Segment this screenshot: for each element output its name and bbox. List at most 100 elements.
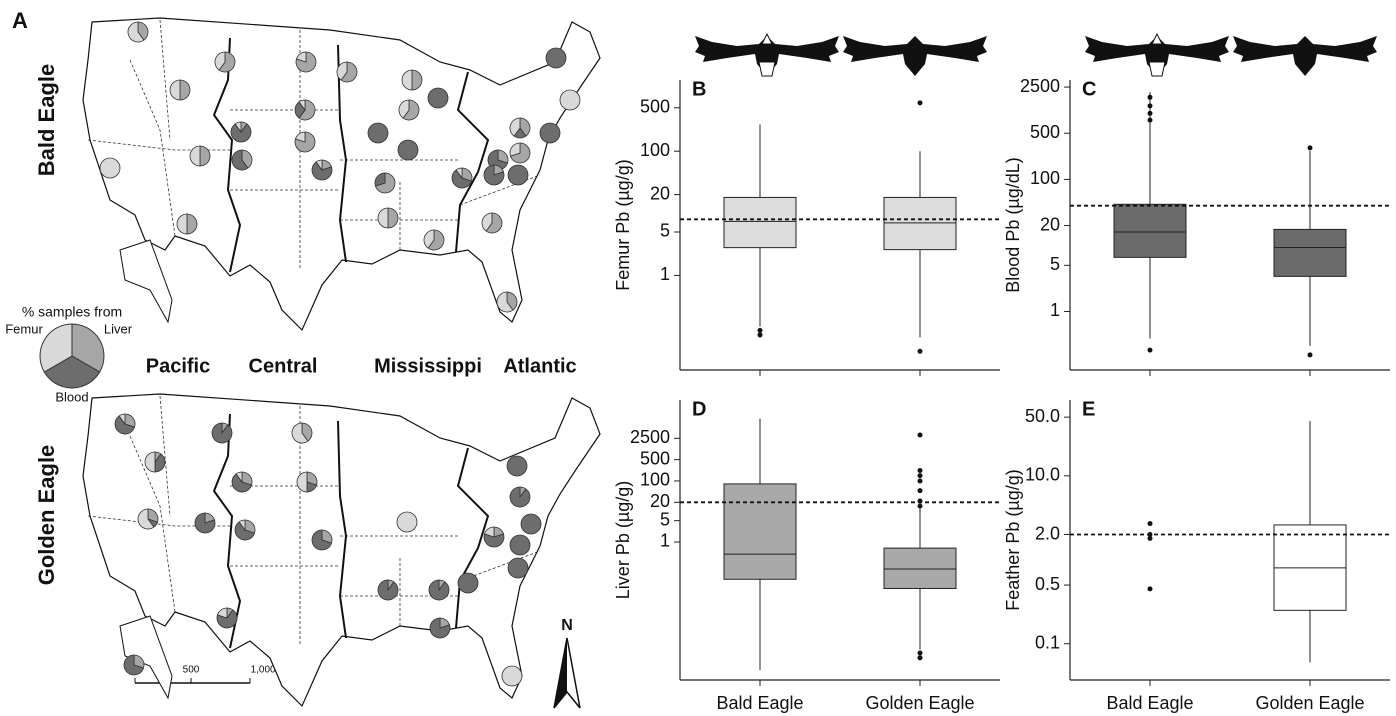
pie-slice bbox=[199, 145, 211, 167]
scale-label: 500 bbox=[183, 665, 200, 676]
pie-slice bbox=[481, 212, 493, 232]
pie-slice bbox=[231, 473, 253, 493]
legend-title: % samples from bbox=[22, 304, 122, 320]
panel-label: B bbox=[692, 78, 706, 100]
legend-slice bbox=[43, 355, 101, 389]
pie-slice bbox=[298, 99, 306, 112]
y-tick-label: 100 bbox=[640, 140, 670, 160]
pie-slice bbox=[118, 413, 126, 426]
pie-slice bbox=[483, 533, 505, 548]
pie-slice bbox=[230, 123, 252, 143]
pie-slice bbox=[519, 117, 531, 137]
pie-slice bbox=[218, 51, 236, 73]
pie-slice bbox=[216, 609, 238, 629]
eagle-tail bbox=[1148, 61, 1166, 77]
y-tick-label: 100 bbox=[640, 470, 670, 490]
map-label: Bald Eagle bbox=[34, 64, 59, 176]
x-tick-label: Bald Eagle bbox=[1106, 693, 1193, 713]
state-line bbox=[129, 59, 176, 237]
state-line bbox=[87, 515, 230, 527]
pie-slice bbox=[295, 51, 307, 63]
flyway-line bbox=[212, 37, 242, 273]
pie-slice bbox=[496, 291, 514, 313]
outlier bbox=[917, 432, 923, 438]
pie-slice bbox=[451, 169, 473, 189]
outlier bbox=[917, 468, 923, 474]
scale-label: 1,000 Km bbox=[251, 665, 294, 676]
y-tick-label: 5 bbox=[660, 509, 670, 529]
outlier bbox=[917, 488, 923, 494]
legend-label: Femur bbox=[5, 321, 43, 336]
pie-slice bbox=[506, 291, 518, 311]
pie-slice bbox=[295, 51, 317, 73]
eagle-silhouette bbox=[1085, 36, 1229, 76]
box bbox=[883, 196, 957, 251]
pie-slice bbox=[411, 69, 423, 91]
pie-slice bbox=[234, 121, 242, 134]
pie-slice bbox=[216, 607, 228, 619]
y-tick-label: 0.5 bbox=[1035, 574, 1060, 594]
y-tick-label: 100 bbox=[1030, 168, 1060, 188]
outlier bbox=[1307, 145, 1313, 151]
state-line bbox=[159, 19, 171, 141]
pie-slice bbox=[99, 157, 121, 179]
x-tick-label: Golden Eagle bbox=[865, 693, 974, 713]
outlier bbox=[1147, 94, 1153, 100]
legend-slice bbox=[71, 323, 105, 373]
y-tick-label: 20 bbox=[1040, 214, 1060, 234]
pie-slice bbox=[429, 617, 451, 639]
outlier bbox=[917, 478, 923, 484]
legend-label: Liver bbox=[104, 321, 133, 336]
pie-slice bbox=[154, 453, 166, 473]
outlier bbox=[917, 503, 923, 509]
outlier bbox=[1147, 347, 1153, 353]
flyway-label: Mississippi bbox=[374, 355, 482, 377]
y-axis-label: Femur Pb (µg/g) bbox=[613, 159, 633, 290]
pie-slice bbox=[298, 99, 316, 121]
y-tick-label: 1 bbox=[660, 264, 670, 284]
y-tick-label: 20 bbox=[650, 491, 670, 511]
y-tick-label: 0.1 bbox=[1035, 632, 1060, 652]
pie-slice bbox=[294, 131, 316, 153]
flyway-label: Pacific bbox=[146, 355, 210, 377]
x-tick-label: Golden Eagle bbox=[1255, 693, 1364, 713]
pie-slice bbox=[176, 213, 188, 235]
pie-slice bbox=[340, 61, 358, 83]
y-tick-label: 500 bbox=[1030, 122, 1060, 142]
y-axis-label: Liver Pb (µg/g) bbox=[613, 481, 633, 599]
pie-slice bbox=[377, 579, 399, 601]
legend-slice bbox=[39, 323, 73, 373]
pie-slice bbox=[374, 172, 386, 187]
panel-label: C bbox=[1082, 78, 1096, 100]
pie-slice bbox=[401, 69, 413, 91]
pie-slice bbox=[377, 207, 389, 229]
pie-slice bbox=[189, 145, 201, 167]
pie-slice bbox=[123, 654, 145, 676]
eagle-silhouette bbox=[695, 36, 839, 76]
pie-slice bbox=[559, 89, 581, 111]
legend-label: Blood bbox=[55, 389, 88, 404]
box bbox=[1273, 228, 1347, 277]
pie-slice bbox=[539, 122, 561, 144]
pie-slice bbox=[483, 526, 495, 538]
y-axis-label: Blood Pb (µg/dL) bbox=[1003, 157, 1023, 292]
map-legend: % samples from Femur Liver Blood bbox=[5, 304, 133, 405]
pie-slice bbox=[169, 79, 181, 101]
y-tick-label: 2500 bbox=[1020, 76, 1060, 96]
pie-slice bbox=[211, 422, 233, 444]
maps bbox=[82, 17, 601, 708]
pie-slice bbox=[137, 508, 155, 530]
pie-slice bbox=[291, 422, 309, 444]
outlier bbox=[1147, 535, 1153, 541]
flyway-label: Central bbox=[249, 355, 318, 377]
us-outline bbox=[82, 17, 601, 332]
panel-label: E bbox=[1082, 398, 1095, 420]
flyway-line bbox=[212, 413, 242, 649]
y-tick-label: 1 bbox=[1050, 300, 1060, 320]
outlier bbox=[757, 332, 763, 338]
pie-slice bbox=[294, 131, 306, 143]
outlier bbox=[917, 650, 923, 656]
pie-slice bbox=[179, 79, 191, 101]
y-tick-label: 5 bbox=[660, 221, 670, 241]
pie-slice bbox=[234, 521, 256, 541]
